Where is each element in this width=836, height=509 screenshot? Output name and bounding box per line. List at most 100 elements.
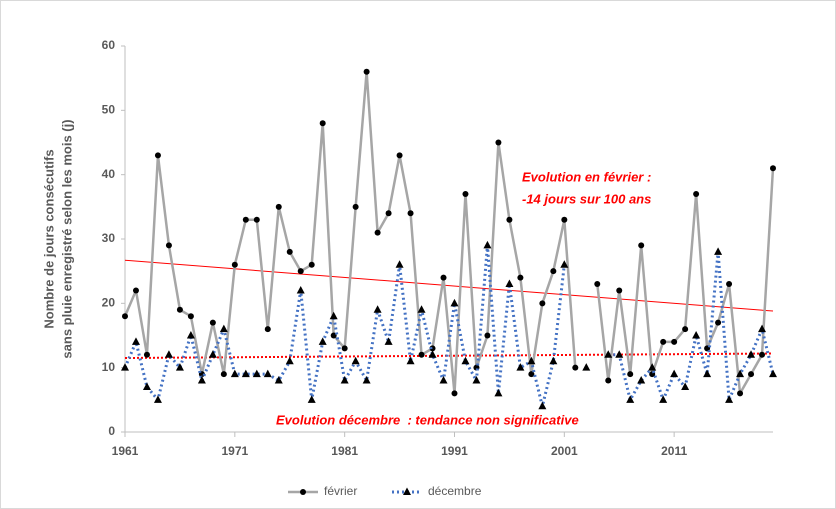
- annotation: -14 jours sur 100 ans: [522, 191, 651, 206]
- marker: [286, 248, 293, 255]
- marker: [318, 337, 327, 345]
- x-tick-label: 1971: [221, 444, 248, 458]
- marker: [285, 356, 294, 365]
- legend-label: décembre: [428, 484, 482, 498]
- marker: [176, 306, 183, 313]
- marker: [538, 401, 547, 410]
- legend-marker: [300, 489, 306, 495]
- marker: [450, 298, 459, 307]
- marker: [296, 285, 305, 294]
- marker: [747, 350, 756, 358]
- marker: [528, 371, 535, 378]
- marker: [670, 369, 679, 378]
- marker: [252, 369, 261, 378]
- marker: [582, 363, 591, 371]
- marker: [594, 281, 601, 288]
- marker: [142, 382, 151, 390]
- marker: [505, 279, 514, 288]
- x-tick-label: 2001: [551, 444, 578, 458]
- x-tick-label: 1981: [331, 444, 358, 458]
- marker: [506, 216, 513, 223]
- marker: [638, 242, 645, 249]
- marker: [758, 324, 767, 333]
- marker: [341, 345, 348, 352]
- y-axis-label: Nombre de jours consécutifs: [41, 149, 56, 328]
- marker: [385, 210, 392, 217]
- marker: [406, 356, 415, 365]
- y-tick-label: 0: [108, 424, 115, 438]
- marker: [209, 319, 216, 326]
- marker: [297, 268, 304, 275]
- marker: [495, 139, 502, 146]
- marker: [637, 376, 646, 384]
- marker: [626, 395, 635, 403]
- marker: [429, 345, 436, 352]
- marker: [682, 326, 689, 333]
- y-tick-label: 10: [102, 360, 116, 374]
- marker: [648, 363, 657, 371]
- marker: [769, 369, 777, 378]
- y-tick-label: 60: [102, 38, 116, 52]
- marker: [572, 364, 579, 371]
- marker: [165, 242, 172, 249]
- marker: [231, 261, 238, 268]
- marker: [561, 216, 568, 223]
- legend-label: février: [324, 484, 357, 498]
- marker: [319, 120, 326, 127]
- marker: [494, 388, 503, 397]
- marker: [671, 338, 678, 345]
- marker: [330, 332, 337, 339]
- marker: [604, 350, 613, 358]
- marker: [362, 376, 371, 384]
- marker: [307, 395, 316, 403]
- marker: [164, 350, 173, 358]
- x-tick-label: 2011: [661, 444, 687, 458]
- y-tick-label: 40: [102, 167, 116, 181]
- marker: [759, 351, 766, 358]
- marker: [461, 356, 470, 365]
- y-tick-label: 30: [102, 231, 116, 245]
- marker: [230, 369, 239, 378]
- annotation: Evolution décembre : tendance non signif…: [276, 412, 579, 427]
- marker: [340, 376, 349, 384]
- trend-line: [124, 259, 774, 312]
- marker: [131, 337, 140, 345]
- marker: [615, 350, 624, 358]
- marker: [748, 371, 755, 378]
- marker: [264, 326, 271, 333]
- marker: [395, 260, 404, 268]
- marker: [659, 395, 668, 403]
- marker: [483, 240, 492, 249]
- marker: [703, 369, 712, 378]
- marker: [451, 390, 458, 397]
- marker: [418, 351, 425, 358]
- marker: [550, 268, 557, 275]
- x-tick-label: 1991: [441, 444, 468, 458]
- marker: [439, 376, 448, 384]
- marker: [714, 247, 723, 255]
- marker: [725, 395, 734, 403]
- marker: [417, 305, 426, 313]
- marker: [220, 371, 227, 378]
- marker: [396, 152, 403, 159]
- y-tick-label: 20: [102, 296, 116, 310]
- marker: [197, 376, 206, 384]
- marker: [605, 377, 612, 384]
- marker: [462, 190, 469, 197]
- marker: [132, 287, 139, 294]
- trend-line: [124, 352, 774, 360]
- marker: [726, 281, 733, 288]
- marker: [275, 203, 282, 210]
- marker: [660, 338, 667, 345]
- marker: [329, 311, 338, 320]
- x-tick-label: 1961: [112, 444, 139, 458]
- marker: [549, 356, 558, 365]
- marker: [616, 287, 623, 294]
- marker: [681, 382, 690, 390]
- legend-marker: [403, 487, 411, 495]
- marker: [308, 261, 315, 268]
- series-line: [123, 243, 775, 408]
- marker: [517, 274, 524, 281]
